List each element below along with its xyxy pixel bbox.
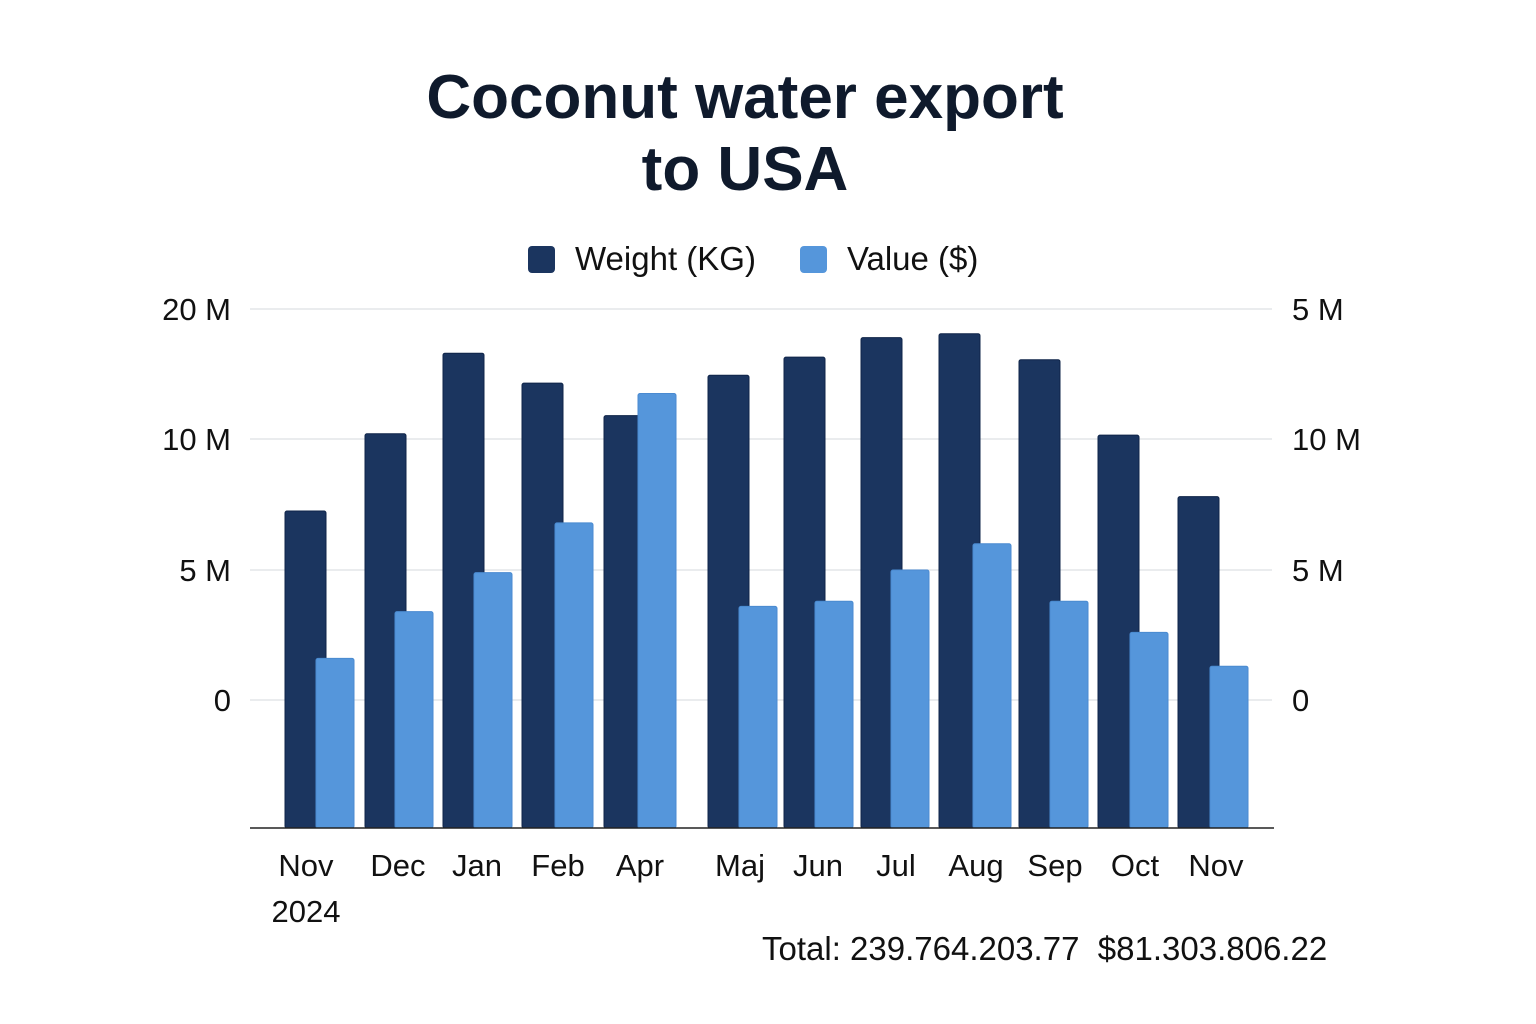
value-bar	[473, 572, 513, 829]
value-bar	[738, 605, 778, 829]
legend-item-weight: Weight (KG)	[528, 240, 756, 278]
x-tick-label: Jun	[793, 848, 843, 883]
chart-title: Coconut water export to USA	[0, 62, 1490, 206]
right-tick-label: 5 M	[1292, 553, 1344, 588]
x-tick-label: 2024	[272, 894, 341, 929]
total-weight: 239.764.203.77	[850, 930, 1080, 967]
legend-item-value: Value ($)	[799, 240, 979, 278]
legend-label-weight: Weight (KG)	[575, 240, 756, 277]
totals: Total: 239.764.203.77 $81.303.806.22	[762, 930, 1327, 968]
total-value: $81.303.806.22	[1097, 930, 1328, 967]
x-tick-label: Aug	[948, 848, 1003, 883]
x-tick-label: Feb	[531, 848, 584, 883]
value-bar	[890, 569, 930, 829]
left-tick-label: 20 M	[162, 292, 231, 327]
legend-label-value: Value ($)	[846, 240, 979, 277]
chart-title-line-2: to USA	[641, 135, 849, 204]
total-label: Total:	[762, 930, 841, 967]
left-tick-label: 5 M	[179, 553, 231, 588]
x-tick-label: Nov	[278, 848, 334, 883]
x-tick-label: Jan	[452, 848, 502, 883]
value-bar	[1049, 600, 1089, 829]
x-tick-label: Sep	[1027, 848, 1082, 883]
value-bar	[394, 611, 434, 829]
legend-swatch-weight	[528, 245, 555, 273]
x-tick-label: Nov	[1188, 848, 1244, 883]
right-tick-label: 0	[1292, 683, 1309, 718]
chart-title-line-1: Coconut water export	[426, 63, 1064, 132]
value-bar	[637, 393, 677, 829]
left-tick-label: 0	[214, 683, 231, 718]
x-tick-label: Dec	[370, 848, 425, 883]
value-bar	[554, 522, 594, 829]
value-bar	[1209, 665, 1249, 829]
value-bar	[972, 543, 1012, 829]
x-tick-label: Oct	[1111, 848, 1160, 883]
x-tick-label: Apr	[616, 848, 664, 883]
right-tick-label: 10 M	[1292, 422, 1361, 457]
value-bar	[814, 600, 854, 829]
left-tick-label: 10 M	[162, 422, 231, 457]
right-tick-label: 5 M	[1292, 292, 1344, 327]
x-tick-label: Maj	[715, 848, 765, 883]
legend: Weight (KG) Value ($)	[528, 240, 1022, 278]
value-bar	[315, 657, 355, 829]
value-bar	[1129, 631, 1169, 829]
legend-swatch-value	[799, 245, 827, 273]
x-tick-label: Jul	[876, 848, 916, 883]
